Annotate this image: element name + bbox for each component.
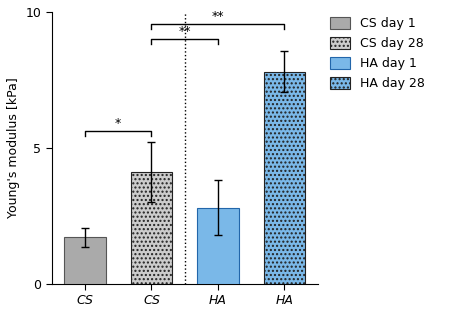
Text: *: *	[115, 117, 121, 130]
Bar	[197, 208, 238, 284]
Y-axis label: Young's modulus [kPa]: Young's modulus [kPa]	[7, 78, 20, 218]
Bar	[64, 237, 106, 284]
Bar	[131, 172, 172, 284]
Text: **: **	[178, 25, 191, 38]
Text: **: **	[212, 10, 224, 23]
Bar	[264, 72, 305, 284]
Legend: CS day 1, CS day 28, HA day 1, HA day 28: CS day 1, CS day 28, HA day 1, HA day 28	[327, 13, 429, 94]
